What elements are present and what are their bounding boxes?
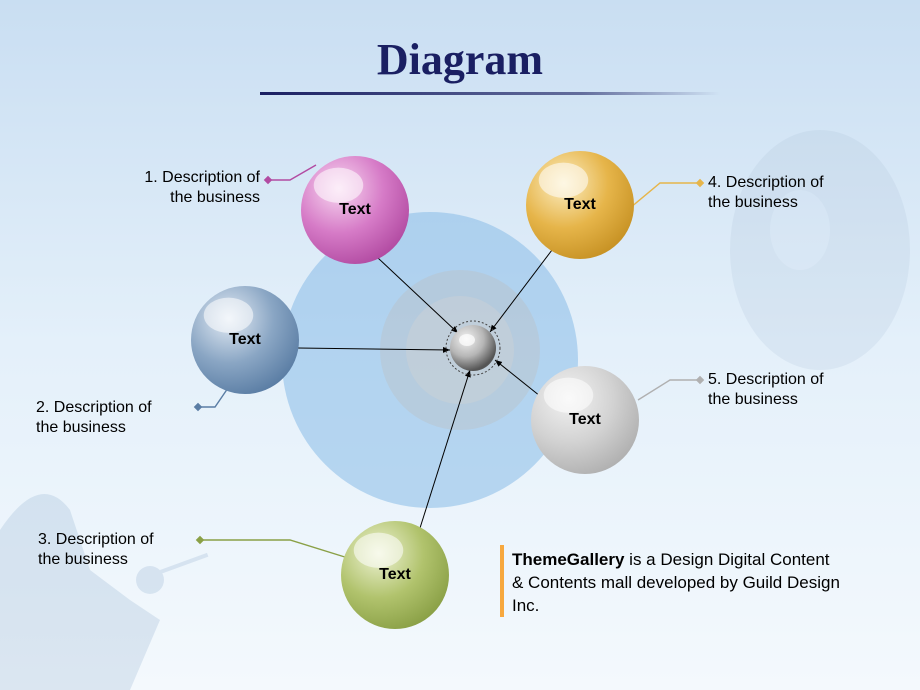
page-title: Diagram: [377, 34, 543, 85]
footer-text: ThemeGallery is a Design Digital Content…: [512, 548, 842, 617]
node-3: Text: [340, 520, 450, 630]
node-2-label: Text: [229, 331, 261, 349]
callout-3-line2: the business: [38, 550, 228, 570]
callout-2: 2. Description ofthe business: [36, 398, 226, 438]
footer-text-bold: ThemeGallery: [512, 550, 624, 569]
node-2: Text: [190, 285, 300, 395]
footer-accent-bar: [500, 545, 504, 617]
node-4-label: Text: [564, 196, 596, 214]
callout-5-line1: 5. Description of: [708, 370, 898, 390]
callout-4: 4. Description ofthe business: [708, 173, 898, 213]
callout-4-line1: 4. Description of: [708, 173, 898, 193]
callout-1-line2: the business: [80, 188, 260, 208]
callout-2-line2: the business: [36, 418, 226, 438]
title-underline: [260, 92, 720, 95]
callout-1-line1: 1. Description of: [80, 168, 260, 188]
callout-3-line1: 3. Description of: [38, 530, 228, 550]
callout-5: 5. Description ofthe business: [708, 370, 898, 410]
node-1-label: Text: [339, 201, 371, 219]
node-3-label: Text: [379, 566, 411, 584]
node-5: Text: [530, 365, 640, 475]
callout-4-line2: the business: [708, 193, 898, 213]
background-silhouette-right: [660, 110, 920, 410]
callout-2-line1: 2. Description of: [36, 398, 226, 418]
node-5-label: Text: [569, 411, 601, 429]
node-4: Text: [525, 150, 635, 260]
callout-3: 3. Description ofthe business: [38, 530, 228, 570]
callout-1: 1. Description ofthe business: [80, 168, 260, 208]
callout-5-line2: the business: [708, 390, 898, 410]
node-1: Text: [300, 155, 410, 265]
